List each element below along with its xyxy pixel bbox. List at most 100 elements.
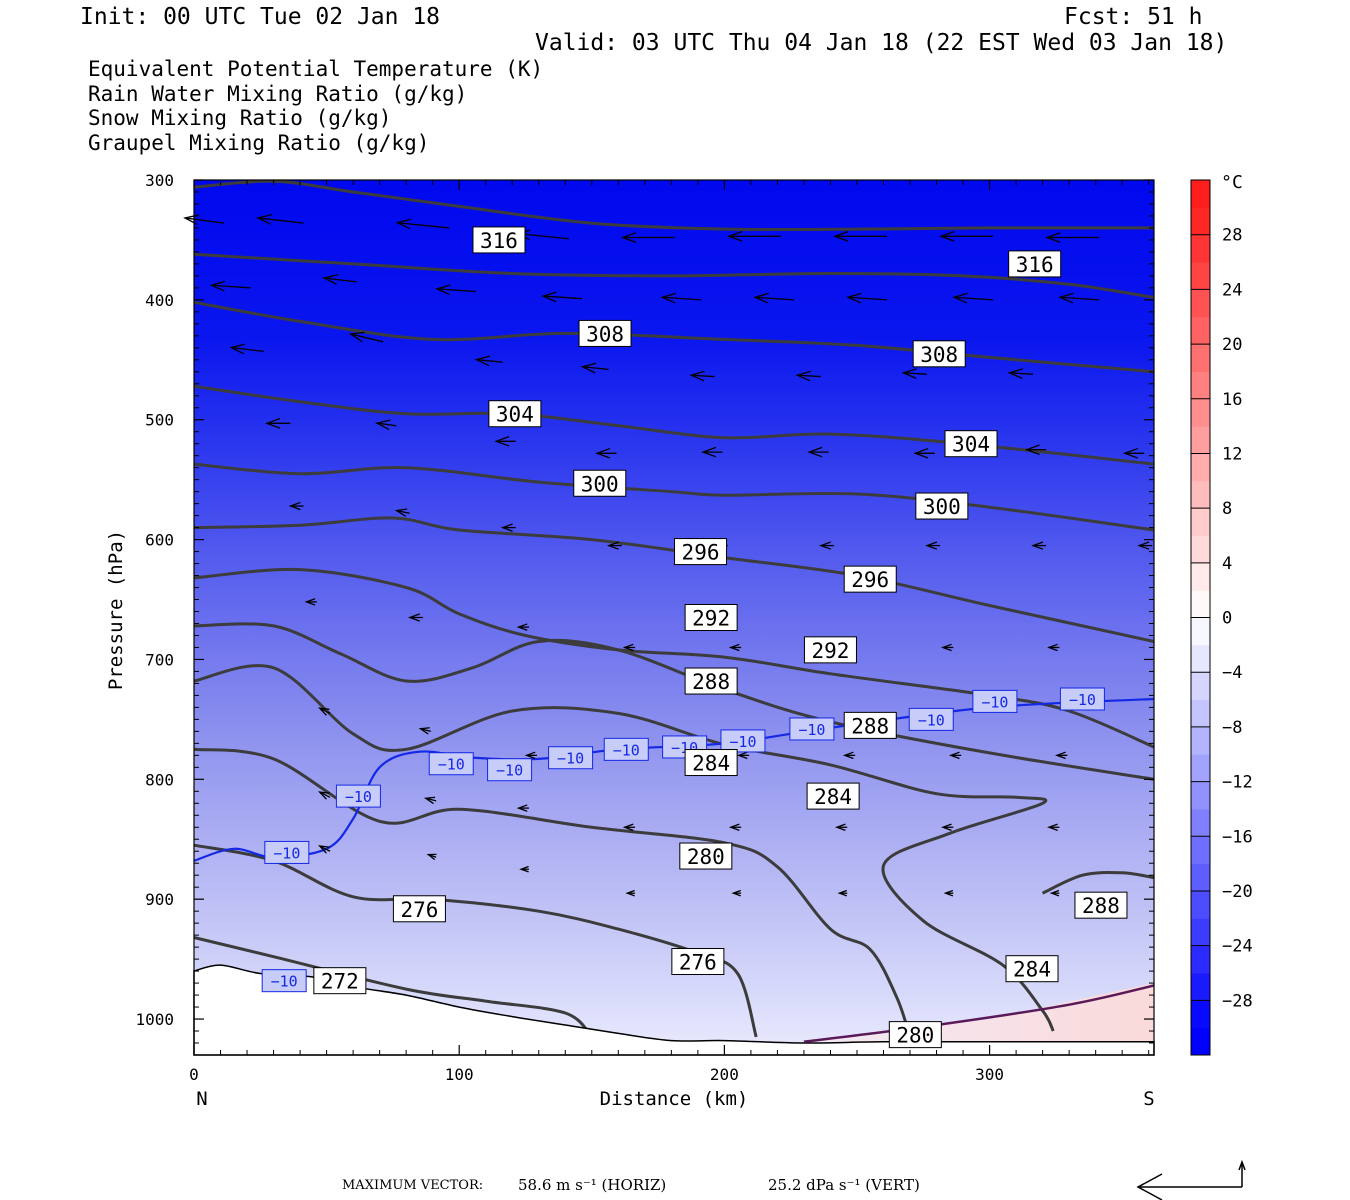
wind-vector xyxy=(407,613,423,622)
wind-vector xyxy=(846,292,888,304)
wind-vector xyxy=(435,284,476,296)
wind-vector xyxy=(834,823,848,832)
wind-vector xyxy=(819,541,834,550)
wind-vector xyxy=(943,889,954,897)
wind-vector xyxy=(727,230,781,242)
wind-vector xyxy=(753,292,795,304)
colorbar-tick-label: 28 xyxy=(1222,226,1242,246)
colorbar-segment xyxy=(1191,180,1210,208)
theta-e-contour-316-0 xyxy=(193,179,1155,232)
theta-e-label-box xyxy=(578,319,632,347)
field-legend-theta-e: Equivalent Potential Temperature (K) xyxy=(88,57,544,81)
colorbar-segment xyxy=(1191,617,1210,646)
temperature-shading xyxy=(194,180,1154,1055)
isotherm-label-box xyxy=(603,737,649,761)
isotherm-label-box xyxy=(908,707,954,731)
theta-e-label-box xyxy=(843,711,897,739)
wind-vector xyxy=(701,446,723,458)
y-tick-label: 900 xyxy=(145,890,174,909)
wind-vector xyxy=(1055,751,1068,760)
isotherm-label-box xyxy=(264,840,310,864)
theta-e-label: 296 xyxy=(682,541,720,565)
colorbar-tick-label: −24 xyxy=(1222,937,1253,957)
isotherm-label: −10 xyxy=(1069,691,1096,709)
valid-time: Valid: 03 UTC Thu 04 Jan 18 (22 EST Wed … xyxy=(535,30,1228,56)
wind-vector xyxy=(317,845,331,854)
x-axis-label: Distance (km) xyxy=(600,1088,749,1110)
colorbar-tick-label: 20 xyxy=(1222,335,1242,355)
colorbar-tick-label: −16 xyxy=(1222,827,1253,847)
wind-vector xyxy=(1047,823,1060,832)
wind-vector xyxy=(519,865,529,873)
wind-vector xyxy=(348,331,384,343)
field-legend-rain: Rain Water Mixing Ratio (g/kg) xyxy=(88,82,468,106)
isotherm-label-box xyxy=(335,784,381,808)
wind-vector xyxy=(423,796,437,805)
wind-vector xyxy=(1045,232,1100,243)
colorbar-segment xyxy=(1191,918,1210,947)
max-vector-horiz: 58.6 m s⁻¹ (HORIZ) xyxy=(518,1176,667,1194)
theta-e-label: 288 xyxy=(851,714,889,738)
wind-vector xyxy=(229,343,264,355)
theta-e-label: 308 xyxy=(920,343,958,367)
wind-vector xyxy=(901,368,927,379)
isotherm-label: −10 xyxy=(345,788,372,806)
colorbar-segment xyxy=(1191,508,1210,536)
colorbar-segment xyxy=(1191,453,1210,482)
colorbar-tick-label: 24 xyxy=(1222,280,1242,300)
theta-e-label-box xyxy=(488,400,542,428)
colorbar-segment xyxy=(1191,781,1210,810)
colorbar-segment xyxy=(1191,644,1210,673)
colorbar-segment xyxy=(1191,262,1210,290)
colorbar-segment xyxy=(1191,316,1210,345)
theta-e-label: 316 xyxy=(1016,253,1054,277)
colorbar-segment xyxy=(1191,535,1210,564)
reference-vector-icon xyxy=(1136,1159,1246,1200)
theta-e-label-box xyxy=(888,1021,942,1049)
theta-e-contour-272-11 xyxy=(193,936,593,1039)
wind-vector xyxy=(622,823,636,832)
theta-e-label: 304 xyxy=(496,403,534,427)
colorbar-segment xyxy=(1191,1027,1210,1056)
isotherm-label: −10 xyxy=(273,844,300,862)
wind-vector xyxy=(940,823,954,832)
colorbar-segment xyxy=(1191,234,1210,263)
wind-vector xyxy=(395,218,450,230)
wind-vector xyxy=(317,707,331,716)
wind-vector xyxy=(494,435,516,447)
wind-vector xyxy=(728,643,742,652)
isotherm-label-box xyxy=(1059,687,1105,711)
theta-e-label: 280 xyxy=(687,845,725,869)
y-tick-label: 300 xyxy=(145,171,174,190)
x-tick-label: 200 xyxy=(710,1065,739,1084)
x-tick-label: 0 xyxy=(189,1065,199,1084)
field-legend-snow: Snow Mixing Ratio (g/kg) xyxy=(88,106,392,130)
colorbar-segment xyxy=(1191,480,1210,509)
theta-e-label: 272 xyxy=(321,970,359,994)
colorbar-tick-label: −4 xyxy=(1222,663,1242,683)
theta-e-contour-288-12 xyxy=(1041,870,1155,895)
theta-e-label: 316 xyxy=(480,229,518,253)
wind-vector xyxy=(606,541,622,550)
wind-vector xyxy=(1049,889,1060,897)
field-legend-graupel: Graupel Mixing Ratio (g/kg) xyxy=(88,131,430,155)
wind-vector xyxy=(952,292,994,304)
wind-vector xyxy=(948,751,962,760)
theta-e-label-box xyxy=(944,430,998,458)
max-vector-vert: 25.2 dPa s⁻¹ (VERT) xyxy=(768,1176,920,1194)
y-tick-label: 500 xyxy=(145,411,174,430)
wind-vector xyxy=(317,791,331,800)
wind-vector xyxy=(541,291,583,303)
wind-vector xyxy=(256,214,304,225)
wind-vector xyxy=(500,523,516,532)
theta-e-label-box xyxy=(843,565,897,593)
wind-vector xyxy=(913,447,935,459)
warm-region-shading xyxy=(803,983,1154,1042)
wind-vector xyxy=(660,292,702,304)
theta-e-label: 300 xyxy=(923,495,961,519)
warm-boundary-line xyxy=(803,984,1155,1044)
theta-e-label-box xyxy=(1005,955,1059,983)
colorbar-segment xyxy=(1191,590,1210,618)
colorbar-segment xyxy=(1191,836,1210,865)
colorbar-segment xyxy=(1191,972,1210,1001)
